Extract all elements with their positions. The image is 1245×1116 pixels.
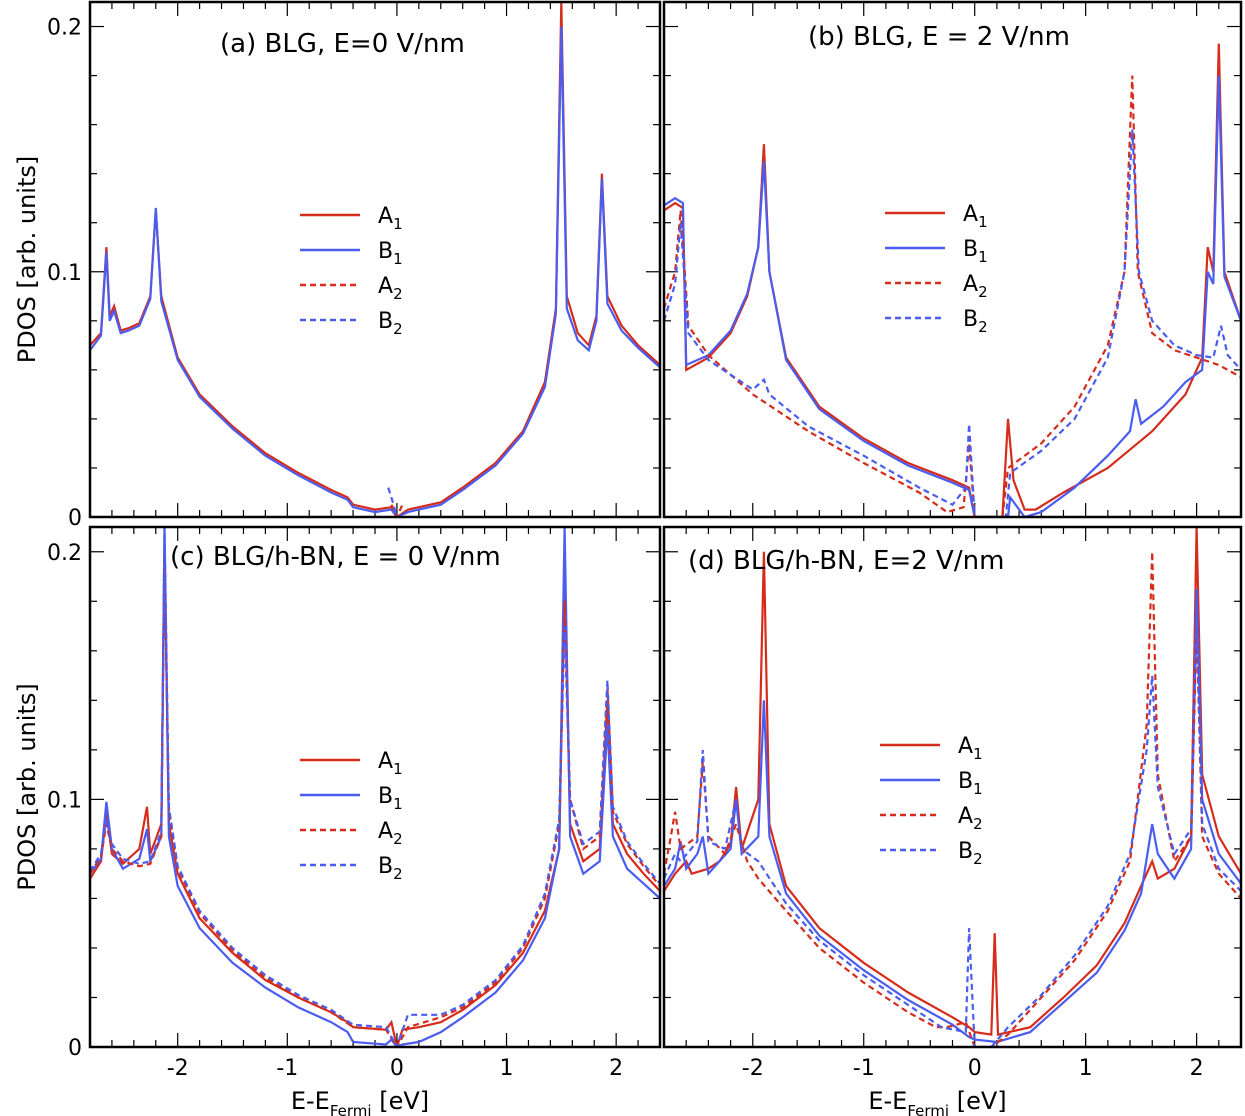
y-axis-label: PDOS [arb. units] [13,683,41,891]
series-line-b1 [664,588,1241,1044]
y-tick-label: 0 [68,506,82,531]
panel-title: (c) BLG/h-BN, E = 0 V/nm [170,542,501,572]
legend-label-b1: B1 [958,769,983,798]
series-line-b1 [90,527,660,1047]
legend-label-b2: B2 [958,839,983,868]
series-line-b2 [387,487,398,517]
x-axis-label: E-EFermi [eV] [868,1087,1006,1116]
x-tick-label: 1 [500,1056,514,1081]
legend-label-b1: B1 [963,237,988,266]
series-line-b2 [664,129,1241,517]
panel-title: (d) BLG/h-BN, E=2 V/nm [688,546,1004,576]
x-tick-label: 1 [1079,1056,1093,1081]
series-line-b1 [664,75,1241,517]
panel-d: -2 -1 0 1 2 E-EFermi [eV] (d) BLG/h-BN, E=2 V/… [662,525,1243,1116]
series-line-a2 [390,504,404,517]
legend-label-a2: A2 [378,274,403,303]
legend-label-a2: A2 [963,272,988,301]
plot-frame [88,525,662,1049]
x-tick-label: 2 [609,1056,623,1081]
series-line-b2 [90,527,660,1047]
legend-label-b1: B1 [378,784,403,813]
series-line-a1 [90,551,660,1047]
y-tick-label: 0.2 [47,16,82,41]
legend-label-b2: B2 [963,307,988,336]
series-line-b1 [90,26,660,517]
y-tick-label: 0.1 [47,788,82,813]
plot-frame [662,0,1243,519]
x-tick-label: 2 [1190,1056,1204,1081]
legend-label-a1: A1 [378,204,403,233]
legend-label-b2: B2 [378,309,403,338]
legend-label-a2: A2 [958,804,983,833]
panel-b: (b) BLG, E = 2 V/nm A1 B1 A2 B2 [662,0,1243,519]
y-tick-label: 0.2 [47,541,82,566]
legend-label-b2: B2 [378,854,403,883]
y-axis-label: PDOS [arb. units] [13,156,41,364]
series-line-a2 [90,551,660,1047]
series-line-a2 [664,551,1241,1047]
series-line-a1 [664,527,1241,1036]
x-tick-label: -1 [276,1056,298,1081]
legend-label-a1: A1 [378,749,403,778]
y-tick-label: 0.1 [47,261,82,286]
x-tick-label: -2 [167,1056,189,1081]
x-axis-label: E-EFermi [eV] [291,1087,429,1116]
x-tick-label: 0 [390,1056,404,1081]
panel-a: 0 0.1 0.2 PDOS [arb. units] (a) BLG, E=0 V/n… [13,0,662,531]
panel-c: 0 0.1 0.2 -2 -1 0 1 2 PDOS [arb. units] E-EFermi … [13,525,662,1116]
plot-frame [662,525,1243,1049]
x-tick-label: -2 [742,1056,764,1081]
legend-label-b1: B1 [378,239,403,268]
x-tick-label: 0 [968,1056,982,1081]
panel-title: (b) BLG, E = 2 V/nm [808,22,1070,52]
legend-label-a2: A2 [378,819,403,848]
legend-label-a1: A1 [958,734,983,763]
y-tick-label: 0 [68,1036,82,1061]
series-line-b2 [664,613,1241,1047]
legend-label-a1: A1 [963,202,988,231]
series-line-a2 [664,75,1241,517]
panel-title: (a) BLG, E=0 V/nm [220,29,465,59]
series-line-a1 [90,2,660,517]
plot-frame [88,0,662,519]
x-tick-label: -1 [853,1056,875,1081]
